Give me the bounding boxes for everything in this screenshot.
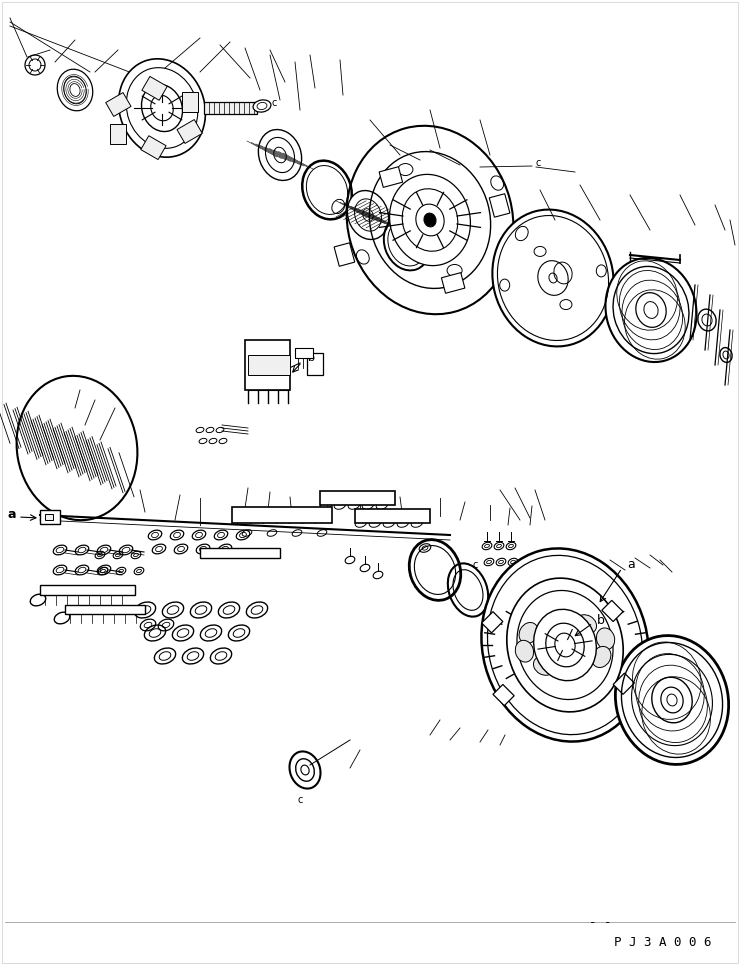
- Polygon shape: [245, 340, 290, 390]
- Bar: [334, 243, 354, 266]
- Ellipse shape: [376, 501, 388, 510]
- Bar: [141, 136, 166, 159]
- Text: a: a: [7, 508, 16, 520]
- Ellipse shape: [389, 175, 471, 265]
- Ellipse shape: [534, 609, 596, 680]
- Bar: [602, 600, 623, 621]
- Text: - -: - -: [589, 916, 611, 928]
- Text: c: c: [297, 795, 303, 805]
- Bar: [182, 92, 198, 112]
- Ellipse shape: [661, 687, 683, 713]
- Bar: [40, 510, 60, 524]
- Bar: [200, 548, 280, 558]
- Ellipse shape: [346, 125, 514, 315]
- Bar: [65, 605, 145, 614]
- Ellipse shape: [16, 375, 138, 520]
- Ellipse shape: [565, 659, 587, 677]
- Bar: [489, 194, 510, 217]
- Ellipse shape: [141, 84, 183, 131]
- Bar: [379, 167, 403, 187]
- Ellipse shape: [349, 501, 360, 510]
- Text: a: a: [627, 559, 635, 571]
- Ellipse shape: [534, 656, 554, 676]
- Text: c: c: [272, 98, 278, 108]
- Bar: [232, 507, 332, 523]
- Bar: [177, 120, 202, 144]
- Ellipse shape: [54, 612, 70, 623]
- Bar: [493, 684, 514, 705]
- Ellipse shape: [492, 209, 613, 346]
- Ellipse shape: [57, 69, 92, 111]
- Ellipse shape: [118, 59, 206, 157]
- Bar: [142, 76, 167, 100]
- Text: c: c: [535, 158, 540, 168]
- Bar: [106, 93, 131, 117]
- Bar: [320, 491, 395, 505]
- Ellipse shape: [383, 519, 395, 527]
- Bar: [248, 355, 290, 375]
- Ellipse shape: [411, 519, 423, 527]
- Ellipse shape: [253, 100, 271, 112]
- Ellipse shape: [274, 148, 286, 163]
- Text: b: b: [308, 353, 315, 363]
- Ellipse shape: [424, 213, 436, 227]
- Ellipse shape: [362, 501, 374, 510]
- Text: c: c: [472, 560, 478, 570]
- Bar: [442, 273, 465, 293]
- Ellipse shape: [320, 501, 332, 510]
- Ellipse shape: [507, 578, 623, 712]
- Bar: [482, 612, 503, 633]
- Bar: [613, 674, 634, 695]
- Bar: [45, 514, 53, 520]
- Ellipse shape: [543, 613, 565, 631]
- Ellipse shape: [334, 501, 346, 510]
- Ellipse shape: [482, 548, 648, 741]
- Ellipse shape: [576, 615, 596, 634]
- Ellipse shape: [397, 519, 408, 527]
- Bar: [355, 509, 430, 523]
- Ellipse shape: [355, 519, 367, 527]
- Ellipse shape: [596, 628, 615, 649]
- Text: b: b: [597, 614, 605, 626]
- Text: P J 3 A 0 0 6: P J 3 A 0 0 6: [614, 935, 712, 949]
- Ellipse shape: [347, 190, 389, 239]
- Ellipse shape: [592, 647, 611, 668]
- Ellipse shape: [515, 641, 534, 662]
- Ellipse shape: [605, 258, 696, 362]
- Ellipse shape: [30, 594, 46, 606]
- Bar: [295, 348, 313, 358]
- Ellipse shape: [519, 622, 538, 644]
- Ellipse shape: [369, 519, 381, 527]
- Bar: [307, 353, 323, 375]
- Ellipse shape: [546, 623, 584, 667]
- Bar: [204, 102, 257, 114]
- Ellipse shape: [258, 129, 302, 180]
- Bar: [40, 585, 135, 595]
- Ellipse shape: [616, 636, 729, 764]
- Bar: [110, 124, 126, 144]
